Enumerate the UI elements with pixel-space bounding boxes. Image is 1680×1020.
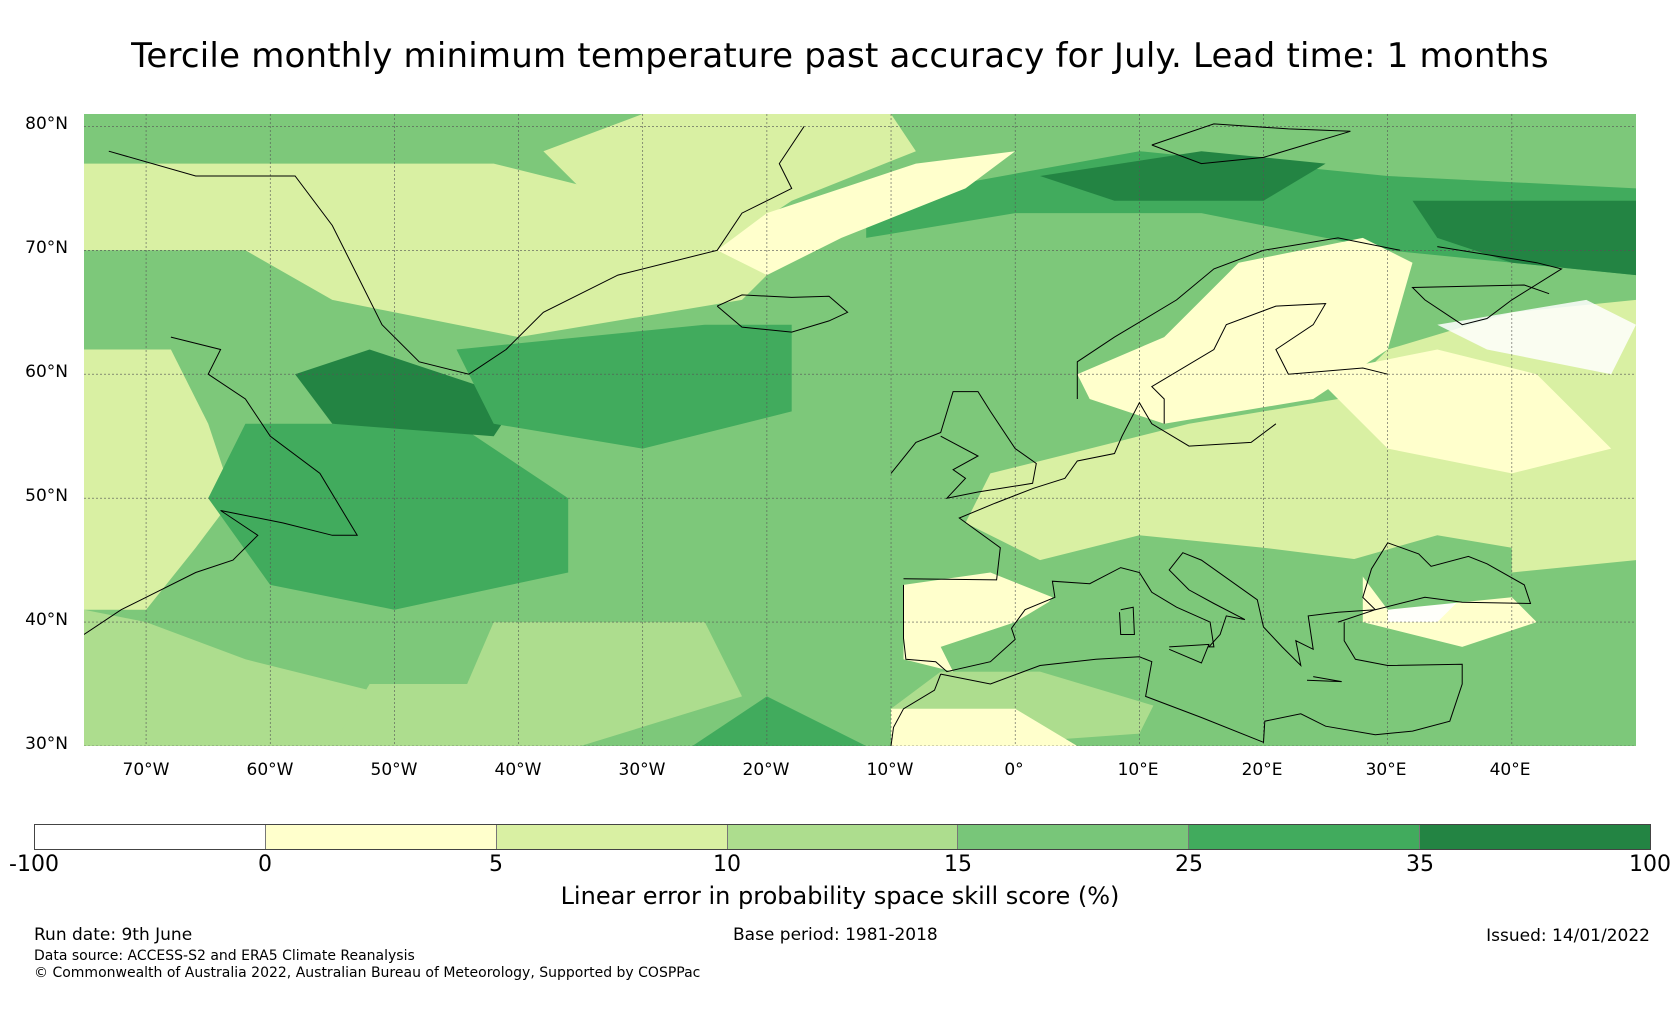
lon-label-10e: 10°E: [1117, 760, 1159, 780]
region-labrador-sea: [208, 423, 569, 610]
skill-score-map: [84, 114, 1636, 746]
colorbar-segment: [727, 825, 959, 849]
lon-label-20w: 20°W: [742, 760, 790, 780]
lat-label-40n: 40°N: [25, 610, 68, 630]
coastline-western-europe: [903, 401, 1277, 581]
colorbar-tick: 5: [489, 852, 503, 877]
colorbar-tick: 15: [944, 852, 972, 877]
colorbar-label: Linear error in probability space skill …: [560, 882, 1120, 910]
region-mediterranean: [940, 572, 1463, 734]
region-labrador-core: [295, 349, 519, 437]
coastline-iceland: [716, 294, 849, 333]
lon-label-40e: 40°E: [1489, 760, 1531, 780]
region-fram: [543, 114, 916, 251]
colorbar-tick: 0: [258, 852, 272, 877]
colorbar-segment: [1420, 825, 1651, 849]
data-source: Data source: ACCESS-S2 and ERA5 Climate …: [34, 948, 415, 964]
lat-label-30n: 30°N: [25, 734, 68, 754]
base-period: Base period: 1981-2018: [733, 925, 938, 945]
colorbar-segment: [496, 825, 728, 849]
coastline-british-isles: [890, 391, 1037, 499]
lat-label-70n: 70°N: [25, 238, 68, 258]
chart-title: Tercile monthly minimum temperature past…: [131, 36, 1549, 76]
region-canary-patch: [692, 696, 867, 746]
colorbar-segment: [1189, 825, 1421, 849]
region-moderate-sw: [84, 609, 395, 746]
region-sahara-edge: [891, 708, 1078, 746]
lat-label-60n: 60°N: [25, 362, 68, 382]
coastline-mediterranean-north: [903, 542, 1532, 673]
coastline-crete: [1306, 676, 1342, 683]
copyright: © Commonwealth of Australia 2022, Austra…: [34, 965, 701, 981]
lon-label-20e: 20°E: [1241, 760, 1283, 780]
region-labrador-land: [84, 349, 233, 610]
coastline-greenland: [108, 126, 805, 375]
coastline-baltic: [1150, 303, 1388, 424]
lon-label-10w: 10°W: [866, 760, 914, 780]
colorbar-tick: 100: [1629, 852, 1671, 877]
region-east-greenland-band: [717, 151, 1016, 276]
region-black-sea: [1350, 535, 1512, 610]
region-barents-core: [1040, 151, 1326, 201]
coastline-north-america: [84, 336, 359, 635]
colorbar-segment: [265, 825, 497, 849]
coastline-sardinia: [1119, 606, 1135, 635]
coastline-norway: [1076, 237, 1401, 399]
lon-label-70w: 70°W: [122, 760, 170, 780]
lon-label-40w: 40°W: [494, 760, 542, 780]
colorbar-segment: [35, 825, 266, 849]
issued-date: Issued: 14/01/2022: [1486, 926, 1650, 946]
lon-label-60w: 60°W: [246, 760, 294, 780]
region-kara: [1412, 200, 1636, 276]
region-irminger: [456, 324, 792, 449]
coastline-sicily: [1169, 643, 1210, 664]
colorbar-tick: 25: [1175, 852, 1203, 877]
lon-label-50w: 50°W: [370, 760, 418, 780]
colorbar: [34, 824, 1651, 850]
colorbar-tick: 10: [713, 852, 741, 877]
coastline-morocco: [890, 673, 942, 746]
coastline-svalbard: [1151, 123, 1351, 165]
map-canvas: [84, 114, 1636, 746]
run-date: Run date: 9th June: [34, 925, 193, 945]
colorbar-segment: [958, 825, 1190, 849]
lat-label-50n: 50°N: [25, 486, 68, 506]
lon-label-30w: 30°W: [618, 760, 666, 780]
lon-label-30e: 30°E: [1365, 760, 1407, 780]
lon-label-0: 0°: [1004, 760, 1024, 780]
colorbar-tick: -100: [9, 852, 59, 877]
colorbar-tick: 35: [1406, 852, 1434, 877]
coastline-kola-white-sea: [1411, 246, 1563, 326]
lat-label-80n: 80°N: [25, 114, 68, 134]
coastline-north-africa: [940, 622, 1463, 744]
